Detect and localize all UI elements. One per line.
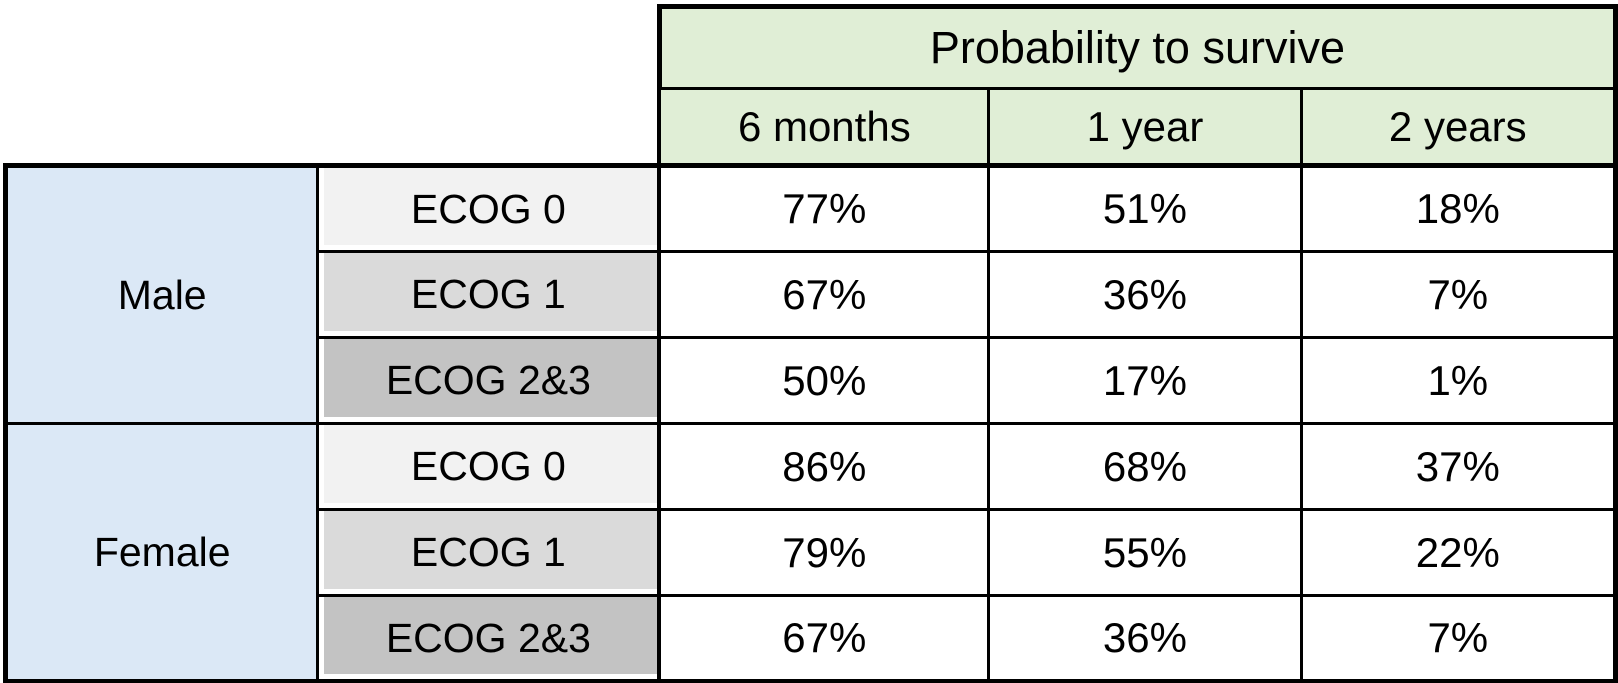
cell-female-ecog0-2years: 37% bbox=[1299, 422, 1618, 511]
cell-male-ecog0-1year: 51% bbox=[987, 163, 1303, 253]
ecog-label-female-1: ECOG 1 bbox=[316, 508, 661, 597]
cell-female-ecog23-6months: 67% bbox=[657, 594, 991, 683]
ecog-label-male-0: ECOG 0 bbox=[316, 163, 661, 253]
ecog-label-female-0: ECOG 0 bbox=[316, 422, 661, 511]
cell-male-ecog23-6months: 50% bbox=[657, 336, 991, 425]
cell-male-ecog0-6months: 77% bbox=[657, 163, 991, 253]
cell-male-ecog23-1year: 17% bbox=[987, 336, 1303, 425]
col-header-6-months: 6 months bbox=[657, 87, 991, 167]
sex-label-female: Female bbox=[2, 422, 320, 683]
cell-female-ecog23-2years: 7% bbox=[1299, 594, 1618, 683]
cell-male-ecog1-2years: 7% bbox=[1299, 250, 1618, 339]
cell-female-ecog0-1year: 68% bbox=[987, 422, 1303, 511]
cell-female-ecog23-1year: 36% bbox=[987, 594, 1303, 683]
cell-male-ecog0-2years: 18% bbox=[1299, 163, 1618, 253]
cell-male-ecog1-1year: 36% bbox=[987, 250, 1303, 339]
cell-female-ecog0-6months: 86% bbox=[657, 422, 991, 511]
cell-male-ecog1-6months: 67% bbox=[657, 250, 991, 339]
cell-female-ecog1-2years: 22% bbox=[1299, 508, 1618, 597]
col-header-2-years: 2 years bbox=[1299, 87, 1618, 167]
sex-label-male: Male bbox=[2, 163, 320, 425]
table-title: Probability to survive bbox=[656, 4, 1618, 90]
ecog-label-male-23: ECOG 2&3 bbox=[316, 336, 661, 425]
cell-female-ecog1-6months: 79% bbox=[657, 508, 991, 597]
cell-female-ecog1-1year: 55% bbox=[987, 508, 1303, 597]
ecog-label-male-1: ECOG 1 bbox=[316, 250, 661, 339]
empty-corner bbox=[5, 6, 660, 166]
cell-male-ecog23-2years: 1% bbox=[1299, 336, 1618, 425]
survival-probability-table: Probability to survive 6 months 1 year 2… bbox=[2, 4, 1618, 683]
ecog-label-female-23: ECOG 2&3 bbox=[316, 594, 661, 683]
col-header-1-year: 1 year bbox=[987, 87, 1303, 167]
